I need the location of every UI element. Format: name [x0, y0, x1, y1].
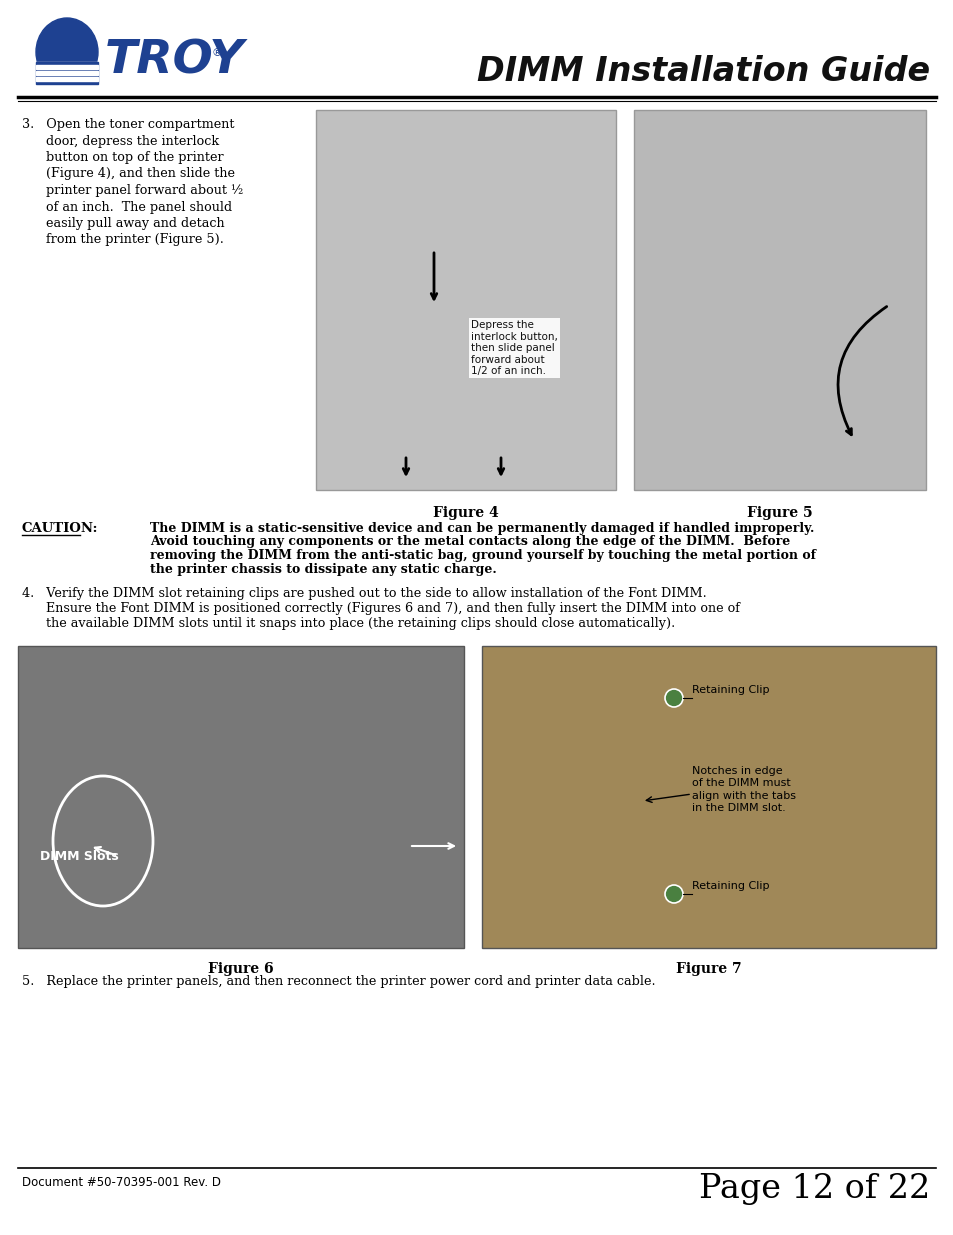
Text: Avoid touching any components or the metal contacts along the edge of the DIMM. : Avoid touching any components or the met… [150, 536, 789, 548]
FancyBboxPatch shape [36, 62, 98, 84]
Text: Retaining Clip: Retaining Clip [691, 685, 769, 695]
Text: the printer chassis to dissipate any static charge.: the printer chassis to dissipate any sta… [150, 562, 497, 576]
Text: of an inch.  The panel should: of an inch. The panel should [22, 200, 232, 214]
Text: door, depress the interlock: door, depress the interlock [22, 135, 219, 147]
FancyBboxPatch shape [36, 70, 98, 74]
Text: Document #50-70395-001 Rev. D: Document #50-70395-001 Rev. D [22, 1176, 221, 1189]
Text: button on top of the printer: button on top of the printer [22, 151, 223, 164]
Text: DIMM Installation Guide: DIMM Installation Guide [476, 56, 929, 88]
Text: The DIMM is a static-sensitive device and can be permanently damaged if handled : The DIMM is a static-sensitive device an… [150, 522, 814, 535]
Text: easily pull away and detach: easily pull away and detach [22, 217, 224, 230]
Ellipse shape [36, 19, 98, 86]
Text: DIMM Slots: DIMM Slots [40, 850, 118, 862]
Bar [315, 110, 616, 490]
Text: printer panel forward about ½: printer panel forward about ½ [22, 184, 243, 198]
FancyBboxPatch shape [36, 77, 98, 80]
Text: 5.   Replace the printer panels, and then reconnect the printer power cord and p: 5. Replace the printer panels, and then … [22, 974, 655, 988]
Text: (Figure 4), and then slide the: (Figure 4), and then slide the [22, 168, 234, 180]
Text: Figure 4: Figure 4 [433, 506, 498, 520]
Text: CAUTION:: CAUTION: [22, 522, 98, 535]
Text: removing the DIMM from the anti-static bag, ground yourself by touching the meta: removing the DIMM from the anti-static b… [150, 550, 815, 562]
Text: Page 12 of 22: Page 12 of 22 [698, 1173, 929, 1205]
Text: Retaining Clip: Retaining Clip [691, 881, 769, 890]
Text: Figure 6: Figure 6 [208, 962, 274, 976]
Text: TROY: TROY [105, 38, 244, 83]
Text: 3.   Open the toner compartment: 3. Open the toner compartment [22, 119, 234, 131]
Text: the available DIMM slots until it snaps into place (the retaining clips should c: the available DIMM slots until it snaps … [22, 618, 675, 630]
Text: from the printer (Figure 5).: from the printer (Figure 5). [22, 233, 224, 247]
Text: Depress the
interlock button,
then slide panel
forward about
1/2 of an inch.: Depress the interlock button, then slide… [471, 320, 558, 377]
Circle shape [664, 689, 682, 706]
Text: Figure 7: Figure 7 [676, 962, 741, 976]
Text: Ensure the Font DIMM is positioned correctly (Figures 6 and 7), and then fully i: Ensure the Font DIMM is positioned corre… [22, 601, 740, 615]
Bar [18, 646, 463, 948]
FancyBboxPatch shape [36, 62, 98, 91]
Text: 4.   Verify the DIMM slot retaining clips are pushed out to the side to allow in: 4. Verify the DIMM slot retaining clips … [22, 587, 706, 600]
Circle shape [664, 885, 682, 903]
Text: ®: ® [212, 48, 223, 58]
Bar [481, 646, 935, 948]
FancyBboxPatch shape [36, 65, 98, 68]
Text: Notches in edge
of the DIMM must
align with the tabs
in the DIMM slot.: Notches in edge of the DIMM must align w… [691, 766, 795, 813]
Text: Figure 5: Figure 5 [746, 506, 812, 520]
Bar [634, 110, 925, 490]
